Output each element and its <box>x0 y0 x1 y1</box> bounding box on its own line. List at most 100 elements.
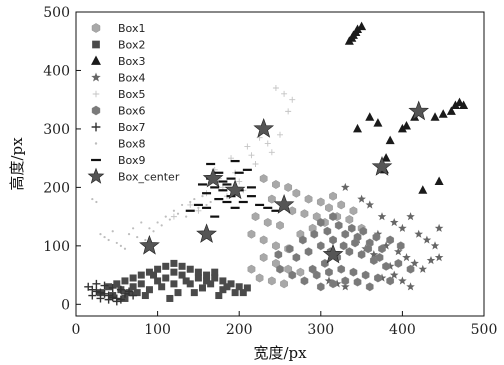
point-box2 <box>203 271 211 279</box>
point-box4 <box>434 253 444 262</box>
point-box1 <box>255 273 264 283</box>
y-tick-label: 300 <box>43 122 70 138</box>
point-box6 <box>323 226 332 236</box>
point-box2 <box>113 280 121 288</box>
point-box8 <box>152 230 155 233</box>
point-box5 <box>277 131 283 138</box>
point-box1 <box>276 220 284 230</box>
point-box2 <box>223 283 231 291</box>
point-box7 <box>100 289 109 298</box>
point-box2 <box>178 262 186 270</box>
point-box4 <box>377 212 387 221</box>
legend-label: Box8 <box>118 138 145 151</box>
point-box4 <box>422 235 432 244</box>
point-box3 <box>351 27 361 36</box>
point-box4 <box>377 273 387 282</box>
point-box6 <box>386 276 394 286</box>
series-box5 <box>170 85 296 220</box>
point-box6 <box>345 247 354 257</box>
point-box2 <box>231 289 239 297</box>
point-box6 <box>321 258 329 268</box>
point-box6 <box>406 264 415 274</box>
point-box6 <box>386 235 394 245</box>
point-box4 <box>365 200 374 209</box>
point-box3 <box>401 121 411 130</box>
point-box2 <box>133 289 141 297</box>
point-box8 <box>99 233 102 236</box>
point-box2 <box>129 283 137 291</box>
point-box2 <box>219 286 227 294</box>
point-box1 <box>263 218 272 227</box>
point-box2 <box>170 280 178 288</box>
point-box2 <box>203 277 211 285</box>
legend-marker-box6 <box>91 105 101 116</box>
point-box8 <box>176 212 180 215</box>
legend-marker-box2 <box>92 40 100 49</box>
point-box4 <box>385 261 395 270</box>
point-box7 <box>88 291 97 300</box>
series-box3 <box>344 21 469 194</box>
point-box2 <box>215 292 223 300</box>
plot-frame <box>75 11 485 317</box>
point-box7 <box>92 279 101 288</box>
point-box4 <box>369 250 379 259</box>
point-box1 <box>317 197 325 207</box>
x-tick-label: 500 <box>471 322 498 338</box>
point-box3 <box>347 33 357 42</box>
point-box4 <box>341 282 350 291</box>
y-axis-label: 高度/px <box>8 137 26 191</box>
series-box6 <box>274 212 415 292</box>
point-box4 <box>434 223 444 232</box>
point-box8 <box>156 221 159 224</box>
point-box4 <box>390 218 399 227</box>
point-box8 <box>197 206 200 209</box>
point-box-center <box>371 156 393 176</box>
legend-marker-box3 <box>91 55 101 65</box>
point-box8 <box>103 235 106 239</box>
point-box1 <box>268 276 276 286</box>
point-box2 <box>170 268 178 276</box>
x-tick-label: 400 <box>389 322 416 338</box>
point-box6 <box>365 282 374 292</box>
x-tick-label: 300 <box>307 322 334 338</box>
point-box2 <box>129 274 137 282</box>
point-box8 <box>140 221 143 224</box>
point-box4 <box>418 264 428 273</box>
point-box4 <box>398 223 407 232</box>
point-box5 <box>248 152 255 159</box>
legend-marker-box7 <box>91 122 101 132</box>
point-box6 <box>329 279 337 289</box>
point-box1 <box>247 229 256 239</box>
legend-label: Box6 <box>118 105 145 118</box>
point-box1 <box>284 182 292 192</box>
point-box2 <box>227 280 235 288</box>
point-box6 <box>394 258 403 268</box>
point-box7 <box>96 294 105 303</box>
point-box5 <box>285 108 292 115</box>
point-box4 <box>430 241 440 250</box>
legend-marker-box4 <box>91 72 101 82</box>
point-box1 <box>349 206 358 216</box>
point-box7 <box>104 295 113 304</box>
legend-label: Box_center <box>118 171 180 184</box>
point-box8 <box>144 238 147 242</box>
point-box6 <box>337 264 345 274</box>
point-box2 <box>145 286 153 294</box>
point-box6 <box>348 223 356 233</box>
point-box2 <box>219 277 227 285</box>
point-box4 <box>402 253 411 262</box>
point-box2 <box>239 289 247 297</box>
series-box-center <box>139 100 430 264</box>
point-box4 <box>357 194 366 203</box>
point-box8 <box>201 195 204 198</box>
point-box6 <box>329 212 337 222</box>
point-box2 <box>154 277 162 285</box>
point-box4 <box>390 270 399 279</box>
legend-label: Box3 <box>118 55 145 68</box>
point-box6 <box>292 253 301 262</box>
y-tick-label: 200 <box>43 180 70 196</box>
point-box6 <box>286 244 294 254</box>
legend-label: Box2 <box>118 39 145 52</box>
point-box-center <box>253 118 275 138</box>
point-box3 <box>459 100 469 110</box>
